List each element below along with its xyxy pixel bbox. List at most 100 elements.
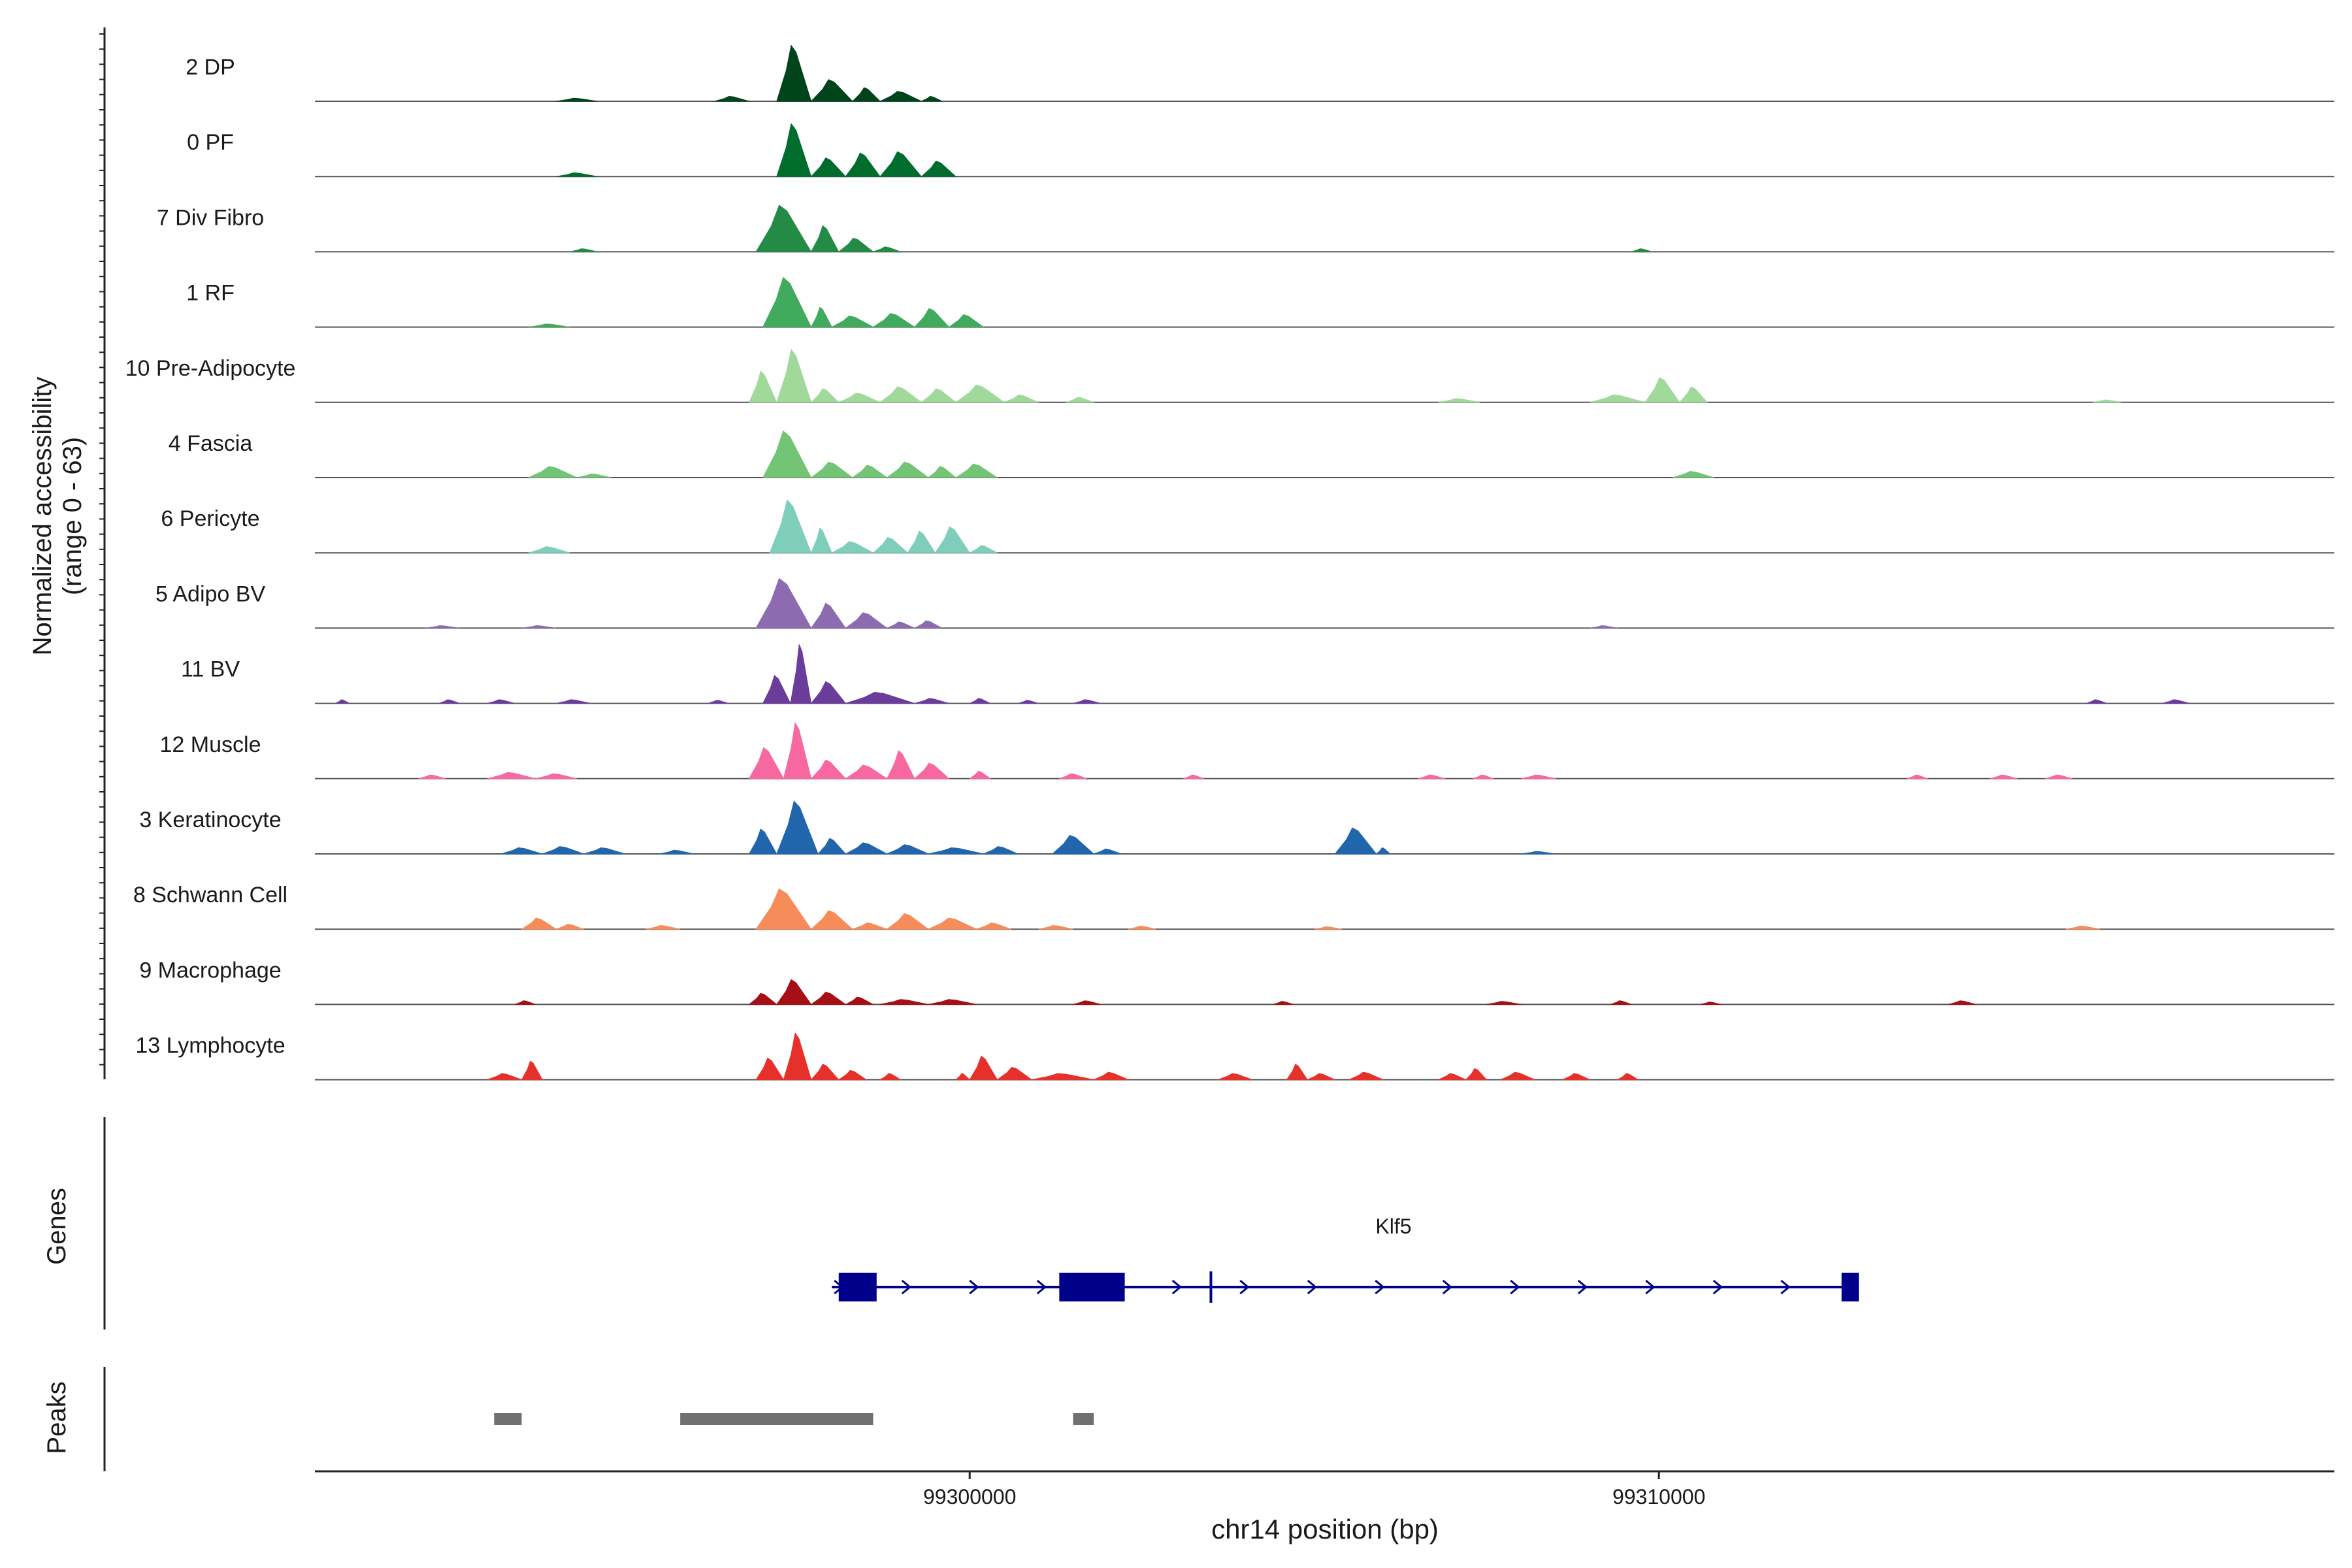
coverage-peak [1073,1000,1101,1005]
coverage-peak [845,152,881,177]
track-label: 11 BV [181,657,240,682]
y-axis-label-line1: Normalized accessibility [28,377,57,656]
coverage-peak [1128,925,1156,930]
coverage-peak [955,384,1005,403]
coverage-peak [1093,848,1122,855]
gene-exon [1841,1273,1859,1301]
coverage-peak [879,386,923,403]
coverage-peak [1286,1064,1309,1081]
strand-arrow-icon [1510,1279,1520,1295]
track-label: 2 DP [186,55,235,80]
coverage-peak [1307,1073,1335,1081]
coverage-peak [748,992,778,1005]
coverage-peak [1644,377,1680,403]
coverage-peak [583,847,625,855]
coverage-peak [755,888,812,930]
coverage-peak [1521,851,1556,855]
peak-region [1073,1413,1094,1425]
track-label: 1 RF [186,281,235,306]
coverage-peak [335,699,350,704]
coverage-peak [1562,1073,1590,1081]
coverage-peak [969,698,991,704]
gene-track [103,1117,1859,1330]
coverage-peak [556,924,584,930]
coverage-peak [955,463,999,478]
strand-arrow-icon [1307,1279,1318,1295]
coverage-peak [907,531,936,553]
coverage-peak [1334,827,1377,855]
track-label: 4 Fascia [169,431,253,456]
track-label: 7 Div Fibro [157,205,264,230]
track-10-pre-adipocyte [315,348,2334,403]
coverage-peak [928,847,984,855]
coverage-peak [1438,1073,1466,1081]
coverage-peak [968,770,992,779]
coverage-peak [425,625,460,629]
coverage-peak [708,700,729,704]
coverage-peak [2044,774,2073,779]
coverage-peak [769,499,812,553]
strand-arrow-icon [1712,1279,1723,1295]
track-5-adipo-bv [315,578,2334,629]
track-label: 5 Adipo BV [155,581,266,606]
coverage-peak [845,691,915,704]
coverage-peak [755,1057,785,1081]
coverage-peak [1521,774,1556,779]
peak-region [494,1413,522,1425]
coverage-peak [996,1067,1033,1081]
coverage-peak [748,370,777,403]
coverage-peak [810,759,847,779]
coverage-peak [748,747,785,779]
coverage-peak [438,699,460,704]
coverage-peak [810,602,847,629]
coverage-peak [556,172,598,177]
coverage-peak [521,1060,543,1081]
coverage-peak [1989,774,2017,779]
coverage-peak [810,681,847,704]
track-12-muscle [315,721,2334,779]
coverage-peak [714,95,749,102]
coverage-peak [2086,699,2108,704]
coverage-peak [514,1000,536,1005]
coverage-peak [535,773,577,779]
coverage-peak [1066,397,1094,403]
coverage-peak [810,79,854,102]
coverage-peak [1700,1002,1722,1005]
coverage-peak [852,923,887,930]
coverage-peak [790,644,812,704]
gene-exon [1059,1273,1125,1301]
coverage-peak [1017,700,1039,704]
coverage-peak [776,348,812,403]
strand-arrow-icon [1375,1279,1385,1295]
track-label: 9 Macrophage [139,958,281,983]
coverage-peak [886,913,930,930]
coverage-peak [487,1073,522,1081]
coverage-peak [783,1032,812,1081]
coverage-peak [556,699,591,704]
coverage-peak [886,750,915,779]
coverage-peak [783,721,812,779]
coverage-peak [1473,774,1494,779]
track-8-schwann-cell [315,888,2334,930]
coverage-peak [776,800,819,855]
coverage-peak [913,762,950,779]
coverage-peak [542,846,584,855]
coverage-peak [838,237,874,252]
coverage-peak [872,313,916,328]
track-11-bv [315,644,2334,704]
coverage-peak [920,388,957,403]
coverage-peak [955,1073,971,1081]
coverage-peak [969,1055,998,1081]
strand-arrow-icon [1239,1279,1250,1295]
coverage-peak [914,620,943,629]
track-3-keratinocyte [315,800,2334,855]
coverage-peak [1631,248,1652,252]
track-label: 10 Pre-Adipocyte [125,356,296,381]
coverage-peak [879,151,923,177]
coverage-peak [748,828,777,855]
coverage-peak [1217,1073,1252,1081]
coverage-peak [487,772,536,779]
coverage-peak [810,157,847,177]
coverage-peak [645,924,681,930]
left-axis [99,27,106,1079]
